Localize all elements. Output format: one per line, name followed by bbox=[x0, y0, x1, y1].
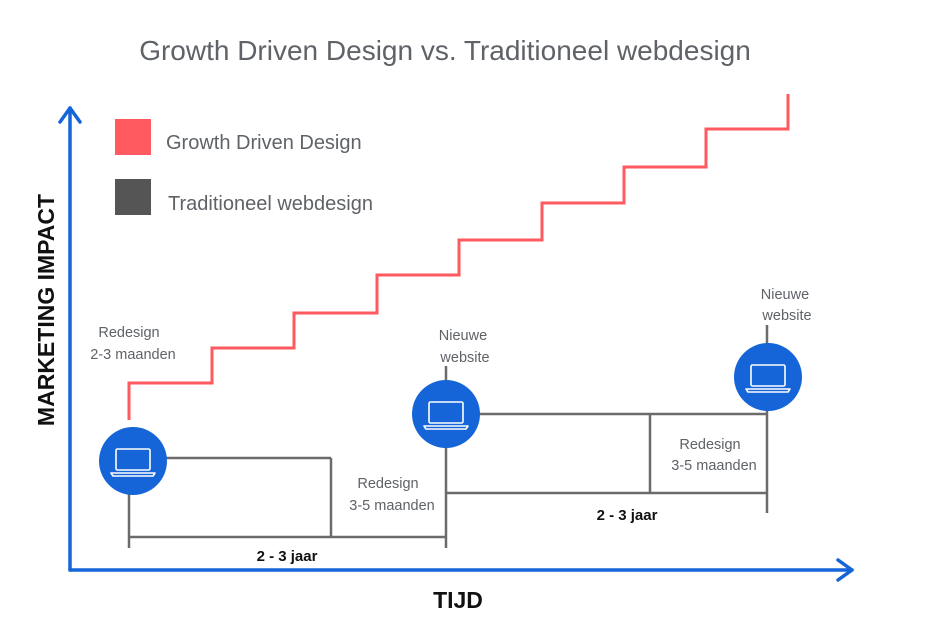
annotation-span-2: 2 - 3 jaar bbox=[597, 507, 658, 524]
laptop-marker-2 bbox=[412, 380, 480, 448]
laptop-icon bbox=[745, 364, 791, 393]
annotation-new-site-1: Nieuwe website bbox=[439, 328, 491, 366]
x-axis-arrow bbox=[836, 558, 854, 582]
legend: Growth Driven Design Traditioneel webdes… bbox=[115, 119, 373, 215]
laptop-marker-1 bbox=[99, 427, 167, 495]
annotation-redesign-2: Redesign 3-5 maanden bbox=[671, 437, 756, 474]
laptop-icon bbox=[110, 448, 156, 477]
annotation-gdd-redesign: Redesign 2-3 maanden bbox=[90, 325, 175, 363]
chart-title: Growth Driven Design vs. Traditioneel we… bbox=[139, 35, 751, 66]
laptop-circle bbox=[412, 380, 480, 448]
legend-swatch-gdd bbox=[115, 119, 151, 155]
gdd-staircase-line bbox=[127, 94, 790, 420]
laptop-circle bbox=[734, 343, 802, 411]
laptop-icon bbox=[423, 401, 469, 430]
legend-swatch-traditional bbox=[115, 179, 151, 215]
laptop-marker-3 bbox=[734, 343, 802, 411]
axes bbox=[58, 106, 854, 582]
annotation-redesign-1: Redesign 3-5 maanden bbox=[349, 476, 434, 514]
y-axis-arrow bbox=[58, 106, 82, 124]
legend-label-gdd: Growth Driven Design bbox=[166, 132, 362, 154]
y-axis-label: MARKETING IMPACT bbox=[33, 194, 59, 426]
laptop-circle bbox=[99, 427, 167, 495]
legend-label-traditional: Traditioneel webdesign bbox=[168, 193, 373, 215]
annotation-new-site-2: Nieuwe website bbox=[761, 287, 813, 324]
x-axis-label: TIJD bbox=[433, 587, 483, 613]
annotation-span-1: 2 - 3 jaar bbox=[257, 548, 318, 565]
